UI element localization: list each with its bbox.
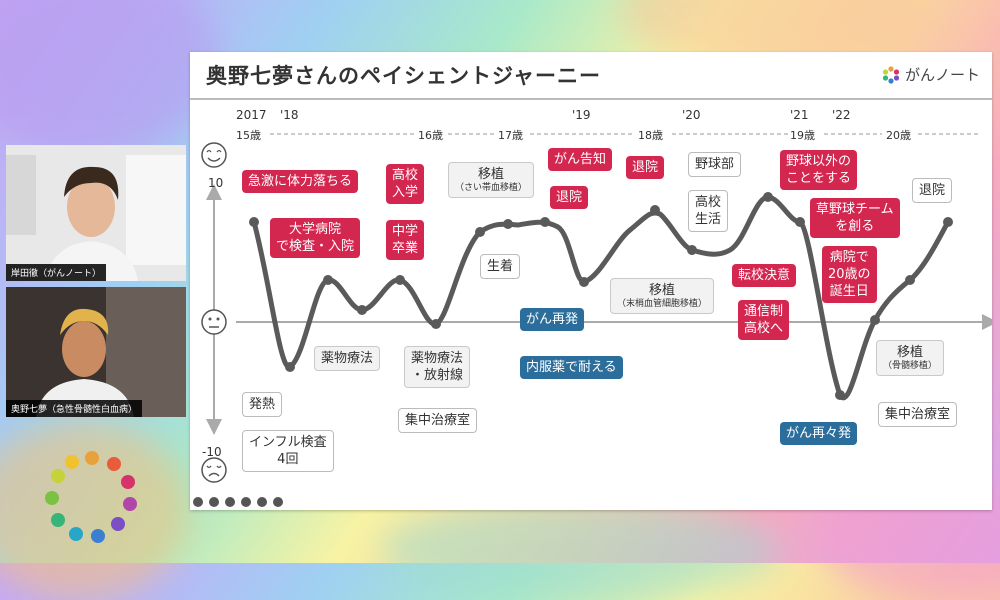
year-label: '22: [832, 108, 851, 122]
event-point: [795, 217, 805, 227]
year-label: 2017: [236, 108, 267, 122]
age-dashed-lines: [270, 133, 980, 135]
video-tile-okuno[interactable]: 奥野七夢（急性骨髄性白血病）: [6, 287, 186, 417]
event-point: [323, 275, 333, 285]
event-correspondence-school: 通信制 高校へ: [738, 300, 790, 340]
participant-name: 奥野七夢（急性骨髄性白血病）: [6, 400, 143, 417]
age-label: 18歳: [638, 129, 663, 142]
journey-curve: [251, 194, 951, 401]
year-label: '18: [280, 108, 299, 122]
age-label: 16歳: [418, 129, 443, 142]
age-label: 15歳: [236, 129, 261, 142]
event-baseball-club: 野球部: [688, 152, 742, 177]
event-point: [285, 362, 295, 372]
slide-title: 奥野七夢さんのペイシェントジャーニー: [206, 64, 601, 88]
event-oral-medication: 内服薬で耐える: [520, 356, 623, 379]
event-point: [905, 275, 915, 285]
event-point: [540, 217, 550, 227]
event-cancer-diagnosis: がん告知: [548, 148, 613, 171]
event-icu-1: 集中治療室: [398, 408, 478, 433]
year-label: '19: [572, 108, 591, 122]
event-icu-2: 集中治療室: [878, 402, 958, 427]
event-point: [870, 315, 880, 325]
participant-video-image: [6, 287, 186, 417]
participant-video-image: [6, 145, 186, 281]
sad-face-icon: [201, 457, 227, 483]
prev-slide-icon[interactable]: [193, 497, 203, 507]
ganote-logo: がんノート: [882, 64, 980, 85]
axis-bottom-label: -10: [202, 445, 222, 459]
event-point: [579, 277, 589, 287]
slide-controls: [193, 497, 283, 507]
event-flu-tests: インフル検査 4回: [242, 430, 334, 472]
event-junior-high-graduation: 中学 卒業: [386, 220, 425, 260]
event-birthday-in-hospital: 病院で 20歳の 誕生日: [822, 246, 877, 303]
paint-blob: [380, 500, 780, 600]
event-discharge-2: 退院: [626, 156, 665, 179]
video-icon[interactable]: [241, 497, 251, 507]
participant-name: 岸田徹（がんノート）: [6, 264, 107, 281]
event-baseball-team: 草野球チーム を創る: [810, 198, 900, 238]
year-label: '20: [682, 108, 701, 122]
event-engraftment: 生着: [480, 254, 521, 279]
event-cord-blood-transplant: 移植 （さい帯血移植）: [448, 162, 535, 198]
event-point: [763, 192, 773, 202]
event-other-activities: 野球以外の ことをする: [780, 150, 858, 190]
logo-text: がんノート: [904, 66, 980, 84]
event-discharge-1: 退院: [550, 186, 589, 209]
event-point: [249, 217, 259, 227]
caption-icon[interactable]: [225, 497, 235, 507]
event-rapid-decline: 急激に体力落ちる: [242, 170, 359, 193]
event-point: [357, 305, 367, 315]
event-bone-marrow-transplant: 移植 （骨髄移植）: [876, 340, 945, 376]
event-point: [687, 245, 697, 255]
happy-face-icon: [201, 142, 227, 168]
presentation-slide: 奥野七夢さんのペイシェントジャーニー がんノート 2017 '18 '19 '2…: [190, 52, 992, 510]
next-slide-icon[interactable]: [273, 497, 283, 507]
event-fever: 発熱: [242, 392, 283, 417]
more-icon[interactable]: [257, 497, 267, 507]
event-transfer-decision: 転校決意: [732, 264, 797, 287]
event-discharge-3: 退院: [912, 178, 953, 203]
video-tile-kishida[interactable]: 岸田徹（がんノート）: [6, 145, 186, 281]
event-high-school-life: 高校 生活: [688, 190, 729, 232]
event-peripheral-transplant: 移植 （末梢血管細胞移植）: [610, 278, 715, 314]
paint-blob: [0, 0, 220, 160]
event-point: [431, 319, 441, 329]
journey-chart: [201, 142, 992, 483]
age-label: 17歳: [498, 129, 523, 142]
event-cancer-relapse: がん再発: [520, 308, 585, 331]
event-point: [835, 390, 845, 400]
event-point: [503, 219, 513, 229]
year-label: '21: [790, 108, 809, 122]
event-drug-therapy: 薬物療法: [314, 346, 381, 371]
axis-top-label: 10: [208, 176, 224, 190]
pen-icon[interactable]: [209, 497, 219, 507]
event-point: [943, 217, 953, 227]
event-point: [650, 205, 660, 215]
event-point: [475, 227, 485, 237]
event-university-hospital: 大学病院 で検査・入院: [270, 218, 361, 258]
flower-logo-icon: [882, 65, 900, 84]
event-point: [395, 275, 405, 285]
event-second-relapse: がん再々発: [780, 422, 858, 445]
age-label: 19歳: [790, 129, 815, 142]
title-divider: [190, 98, 992, 100]
event-high-school-entry: 高校 入学: [386, 164, 425, 204]
ring-logo-icon: [45, 451, 137, 543]
event-drug-radiation: 薬物療法 ・放射線: [404, 346, 471, 388]
age-label: 20歳: [886, 129, 911, 142]
neutral-face-icon: [201, 309, 227, 335]
